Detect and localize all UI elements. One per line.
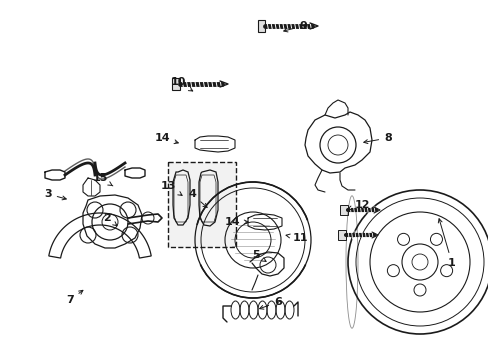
Text: 11: 11 — [285, 233, 307, 243]
Text: 3: 3 — [44, 189, 66, 200]
Polygon shape — [172, 78, 180, 90]
Text: 7: 7 — [66, 290, 83, 305]
Text: 10: 10 — [170, 77, 192, 91]
Text: 1: 1 — [437, 219, 455, 268]
Text: 14: 14 — [154, 133, 178, 144]
Polygon shape — [258, 20, 264, 32]
Polygon shape — [339, 205, 347, 215]
Text: 14: 14 — [224, 217, 247, 227]
Text: 9: 9 — [283, 21, 306, 32]
Text: 5: 5 — [252, 250, 265, 261]
Text: 4: 4 — [188, 189, 207, 207]
Text: 15: 15 — [92, 173, 113, 186]
Text: 13: 13 — [160, 181, 182, 195]
Text: 6: 6 — [259, 297, 282, 309]
Text: 8: 8 — [363, 133, 391, 144]
Polygon shape — [337, 230, 346, 240]
Text: 2: 2 — [103, 213, 117, 226]
Text: 12: 12 — [347, 200, 369, 210]
FancyBboxPatch shape — [168, 162, 236, 247]
